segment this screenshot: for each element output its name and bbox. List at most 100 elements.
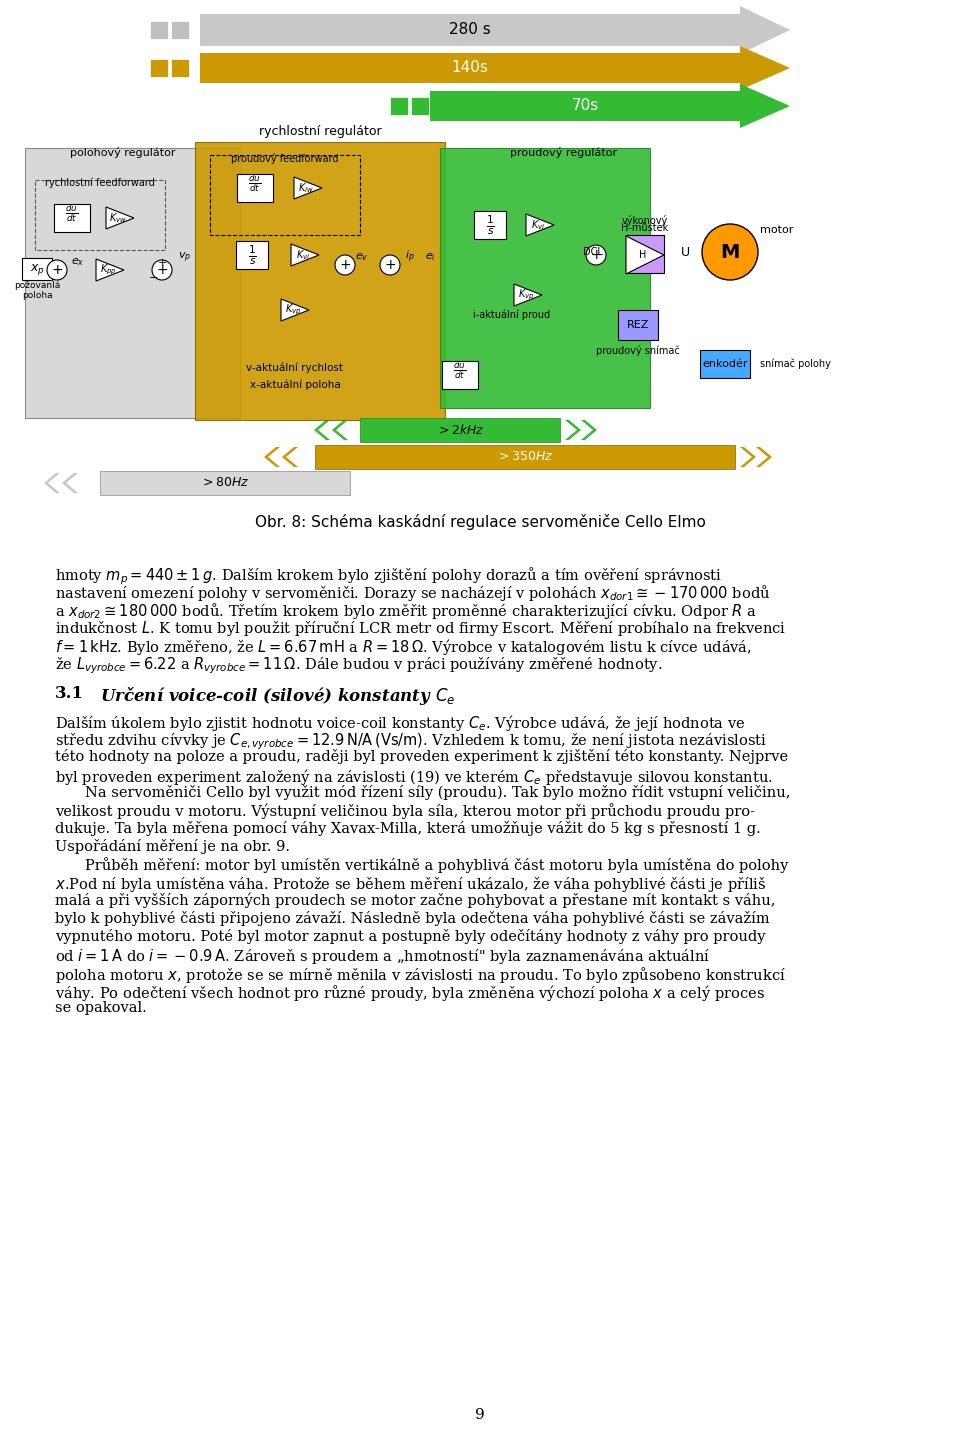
Text: REZ: REZ <box>627 320 649 330</box>
Text: 140s: 140s <box>451 61 489 75</box>
Bar <box>618 310 658 340</box>
Text: že $L_{vyrobce} = 6.22$ a $R_{vyrobce} = 11\,\Omega$. Dále budou v práci používá: že $L_{vyrobce} = 6.22$ a $R_{vyrobce} =… <box>55 655 662 676</box>
Bar <box>440 148 650 408</box>
Text: $e_v$: $e_v$ <box>355 252 369 263</box>
Text: bylo k pohyblivé části připojeno závaží. Následně byla odečtena váha pohyblivé č: bylo k pohyblivé části připojeno závaží.… <box>55 912 770 926</box>
Text: $\frac{du}{dt}$: $\frac{du}{dt}$ <box>453 359 467 381</box>
Text: $e_x$: $e_x$ <box>71 256 84 268</box>
Text: H-můstek: H-můstek <box>621 223 668 233</box>
Text: 280 s: 280 s <box>449 23 491 38</box>
Polygon shape <box>281 300 309 321</box>
Polygon shape <box>200 46 790 90</box>
Text: $K_{vi}$: $K_{vi}$ <box>531 218 545 232</box>
Text: H: H <box>639 250 647 260</box>
Text: $x$.Pod ní byla umístěna váha. Protože se během měření ukázalo, že váha pohybliv: $x$.Pod ní byla umístěna váha. Protože s… <box>55 875 766 894</box>
Text: motor: motor <box>760 224 793 234</box>
Polygon shape <box>581 420 597 440</box>
Text: $\frac{du}{dt}$: $\frac{du}{dt}$ <box>65 203 79 224</box>
Bar <box>237 174 273 203</box>
Text: Průběh měření: motor byl umístěn vertikálně a pohyblivá část motoru byla umístěn: Průběh měření: motor byl umístěn vertiká… <box>85 857 788 873</box>
Text: +: + <box>590 247 602 262</box>
Circle shape <box>47 260 67 281</box>
Bar <box>54 204 90 232</box>
Polygon shape <box>62 473 78 493</box>
Bar <box>150 22 168 39</box>
Text: i-aktuální proud: i-aktuální proud <box>473 310 551 320</box>
Text: $v_p$: $v_p$ <box>179 250 192 265</box>
Text: $x_p$: $x_p$ <box>30 262 44 276</box>
Text: +: + <box>156 263 168 276</box>
Polygon shape <box>44 473 60 493</box>
Text: $e_i$: $e_i$ <box>424 252 436 263</box>
Bar <box>150 59 168 77</box>
Text: hmoty $m_p = 440 \pm 1\,g$. Dalším krokem bylo zjištění polohy dorazů a tím ověř: hmoty $m_p = 440 \pm 1\,g$. Dalším kroke… <box>55 564 722 586</box>
Circle shape <box>152 260 172 281</box>
Polygon shape <box>626 236 664 273</box>
Polygon shape <box>106 207 134 229</box>
Text: se opakoval.: se opakoval. <box>55 1001 147 1014</box>
Polygon shape <box>200 6 790 54</box>
Text: váhy. Po odečtení všech hodnot pro různé proudy, byla změněna výchozí poloha $x$: váhy. Po odečtení všech hodnot pro různé… <box>55 983 765 1003</box>
Polygon shape <box>96 259 124 281</box>
Polygon shape <box>740 447 756 467</box>
Polygon shape <box>332 420 348 440</box>
Polygon shape <box>291 245 319 266</box>
Text: od $i = 1\,\mathrm{A}$ do $i = -0.9\,\mathrm{A}$. Zároveň s proudem a „hmotností: od $i = 1\,\mathrm{A}$ do $i = -0.9\,\ma… <box>55 946 710 967</box>
Text: dukuje. Ta byla měřena pomocí váhy Xavax-Milla, která umožňuje vážit do 5 kg s p: dukuje. Ta byla měřena pomocí váhy Xavax… <box>55 820 760 836</box>
Polygon shape <box>756 447 772 467</box>
Polygon shape <box>514 284 542 305</box>
Text: poloha: poloha <box>22 291 52 300</box>
Text: U: U <box>681 246 689 259</box>
Polygon shape <box>294 177 322 200</box>
Text: proudový regulátor: proudový regulátor <box>510 148 617 159</box>
Text: velikost proudu v motoru. Výstupní veličinou byla síla, kterou motor při průchod: velikost proudu v motoru. Výstupní velič… <box>55 803 755 819</box>
Bar <box>411 97 429 114</box>
Bar <box>100 472 350 495</box>
Bar <box>360 418 560 441</box>
Text: Uspořádání měření je na obr. 9.: Uspořádání měření je na obr. 9. <box>55 839 290 854</box>
Text: nastavení omezení polohy v servoměniči. Dorazy se nacházejí v polohách $x_{dor1}: nastavení omezení polohy v servoměniči. … <box>55 583 771 603</box>
Text: DCL: DCL <box>583 247 603 258</box>
Text: M: M <box>720 243 740 262</box>
Bar <box>700 350 750 378</box>
Bar <box>35 179 165 250</box>
Text: této hodnoty na poloze a proudu, raději byl proveden experiment k zjištění této : této hodnoty na poloze a proudu, raději … <box>55 750 788 764</box>
Text: −: − <box>150 273 158 284</box>
Text: Dalším úkolem bylo zjistit hodnotu voice-coil konstanty $C_e$. Výrobce udává, že: Dalším úkolem bylo zjistit hodnotu voice… <box>55 713 746 734</box>
Text: +: + <box>157 258 167 268</box>
Circle shape <box>380 255 400 275</box>
Text: proudový snímač: proudový snímač <box>596 344 680 356</box>
Circle shape <box>702 224 758 281</box>
Text: x-aktuální poloha: x-aktuální poloha <box>250 379 341 391</box>
Text: $K_{vp}$: $K_{vp}$ <box>517 288 534 302</box>
Text: Na servoměniči Cello byl využit mód řízení síly (proudu). Tak bylo možno řídit v: Na servoměniči Cello byl využit mód říze… <box>85 786 790 800</box>
Text: požovanlá: požovanlá <box>13 282 60 291</box>
Text: byl proveden experiment založený na závislosti (19) ve kterém $C_e$ představuje : byl proveden experiment založený na závi… <box>55 767 773 787</box>
Text: polohový regulátor: polohový regulátor <box>70 148 176 159</box>
Text: +: + <box>339 258 350 272</box>
Text: $f = 1\,\mathrm{kHz}$. Bylo změřeno, že $L = 6.67\,\mathrm{mH}$ a $R = 18\,\Omeg: $f = 1\,\mathrm{kHz}$. Bylo změřeno, že … <box>55 637 752 657</box>
Text: +: + <box>384 258 396 272</box>
Bar <box>315 446 735 469</box>
Text: Obr. 8: Schéma kaskádní regulace servoměniče Cello Elmo: Obr. 8: Schéma kaskádní regulace servomě… <box>254 514 706 530</box>
Text: +: + <box>51 263 62 276</box>
Bar <box>442 360 478 389</box>
Text: $> 350Hz$: $> 350Hz$ <box>496 450 554 463</box>
Polygon shape <box>565 420 581 440</box>
Text: 3.1: 3.1 <box>55 684 84 702</box>
Text: $\frac{du}{dt}$: $\frac{du}{dt}$ <box>249 172 261 194</box>
Polygon shape <box>282 447 298 467</box>
Text: $K_{vi}$: $K_{vi}$ <box>296 247 310 262</box>
Text: $K_{vp}$: $K_{vp}$ <box>285 302 301 317</box>
Text: rychlostní regulátor: rychlostní regulátor <box>258 126 381 139</box>
Text: enkodér: enkodér <box>703 359 748 369</box>
Circle shape <box>335 255 355 275</box>
Text: $> 2kHz$: $> 2kHz$ <box>436 423 485 437</box>
Bar <box>22 258 52 281</box>
Polygon shape <box>264 447 280 467</box>
Polygon shape <box>526 214 554 236</box>
Text: rychlostní feedforward: rychlostní feedforward <box>45 178 155 188</box>
Text: $K_{pp}$: $K_{pp}$ <box>100 263 116 278</box>
Text: $K_{vw}$: $K_{vw}$ <box>109 211 127 224</box>
Bar <box>195 142 445 420</box>
